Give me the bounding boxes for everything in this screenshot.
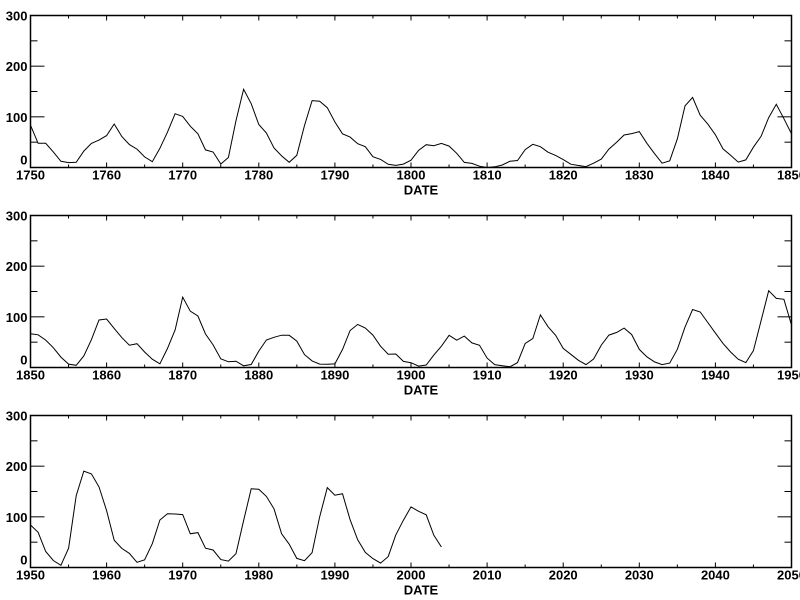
y-tick-label: 100 — [6, 310, 28, 325]
panel-3: 0 100 200 300 1950 1960 1970 1980 1990 2000 2010 20… — [6, 409, 800, 598]
x-tick-label: 1810 — [473, 168, 502, 183]
x-tick-label: 1760 — [92, 168, 121, 183]
x-tick-label: 1930 — [625, 368, 654, 383]
x-tick-label: 1750 — [16, 168, 45, 183]
y-tick-label: 200 — [6, 59, 28, 74]
y-tick-label: 0 — [20, 553, 27, 568]
y-tick-label: 200 — [6, 259, 28, 274]
y-tick-label: 0 — [20, 153, 27, 168]
x-tick-label: 1910 — [473, 368, 502, 383]
x-axis-label: DATE — [404, 583, 439, 598]
y-tick-label: 200 — [6, 459, 28, 474]
panel-1: 0 100 200 300 1750 1760 1770 1780 1790 1800 1810 18… — [6, 9, 800, 198]
x-tick-label: 1850 — [777, 168, 800, 183]
sunspot-series-line — [30, 289, 792, 368]
plot-frame — [29, 214, 793, 369]
x-tick-label: 1960 — [92, 568, 121, 583]
y-tick-label: 300 — [6, 9, 28, 24]
y-tick-label: 300 — [6, 209, 28, 224]
x-tick-label: 2020 — [549, 568, 578, 583]
x-tick-label: 1770 — [168, 168, 197, 183]
x-tick-label: 1860 — [92, 368, 121, 383]
x-tick-label: 2040 — [701, 568, 730, 583]
x-tick-label: 1950 — [16, 568, 45, 583]
x-axis-label: DATE — [404, 383, 439, 398]
x-axis-label: DATE — [404, 183, 439, 198]
panel-2: 0 100 200 300 1850 1860 1870 1880 1890 1900 1910 19… — [6, 209, 800, 398]
x-tick-label: 1980 — [244, 568, 273, 583]
x-tick-label: 1850 — [16, 368, 45, 383]
x-tick-label: 1970 — [168, 568, 197, 583]
sunspot-series-line — [30, 470, 442, 567]
x-tick-label: 1790 — [320, 168, 349, 183]
sunspot-series-line — [30, 87, 792, 169]
x-tick-label: 1820 — [549, 168, 578, 183]
x-tick-label: 1800 — [397, 168, 426, 183]
x-tick-label: 1830 — [625, 168, 654, 183]
x-tick-label: 2010 — [473, 568, 502, 583]
y-tick-label: 100 — [6, 510, 28, 525]
x-tick-label: 1870 — [168, 368, 197, 383]
x-tick-label: 2030 — [625, 568, 654, 583]
plot-frame — [29, 14, 793, 169]
x-tick-label: 1880 — [244, 368, 273, 383]
x-tick-label: 1950 — [777, 368, 800, 383]
plot-frame — [29, 414, 793, 569]
y-tick-label: 100 — [6, 110, 28, 125]
x-tick-label: 1780 — [244, 168, 273, 183]
x-tick-label: 1900 — [397, 368, 426, 383]
x-tick-label: 2050 — [777, 568, 800, 583]
y-tick-label: 300 — [6, 409, 28, 424]
x-tick-label: 1920 — [549, 368, 578, 383]
x-tick-label: 1940 — [701, 368, 730, 383]
y-tick-label: 0 — [20, 353, 27, 368]
x-tick-label: 2000 — [397, 568, 426, 583]
x-tick-label: 1840 — [701, 168, 730, 183]
x-tick-label: 1990 — [320, 568, 349, 583]
x-tick-label: 1890 — [320, 368, 349, 383]
